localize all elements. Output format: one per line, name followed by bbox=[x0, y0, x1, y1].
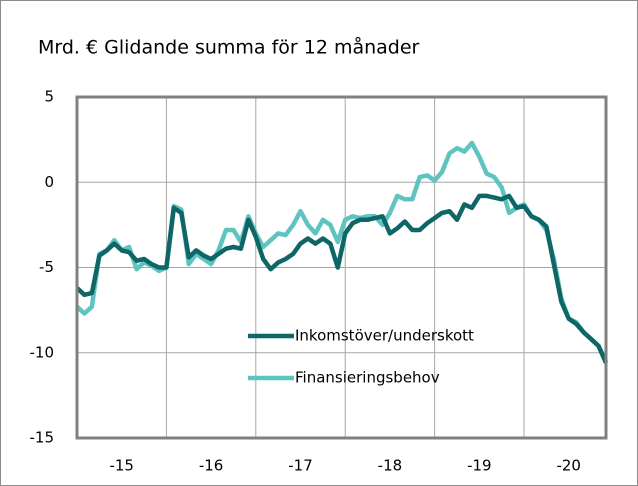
y-tick-label: 5 bbox=[44, 88, 54, 106]
y-tick-label: -5 bbox=[39, 258, 54, 276]
series-line bbox=[75, 193, 609, 364]
y-tick-label: -10 bbox=[30, 343, 55, 361]
y-tick-label: 0 bbox=[44, 173, 54, 191]
x-tick-label: -19 bbox=[467, 457, 492, 475]
plot-border bbox=[75, 95, 608, 440]
legend-label: Finansieringsbehov bbox=[295, 369, 440, 387]
x-tick-label: -17 bbox=[288, 457, 313, 475]
legend-label: Inkomstöver/underskott bbox=[295, 327, 474, 345]
x-tick-label: -18 bbox=[378, 457, 403, 475]
x-tick-label: -16 bbox=[199, 457, 224, 475]
x-tick-label: -15 bbox=[109, 457, 134, 475]
y-tick-label: -15 bbox=[30, 429, 55, 447]
x-tick-label: -20 bbox=[556, 457, 581, 475]
chart-title: Mrd. € Glidande summa för 12 månader bbox=[38, 36, 420, 59]
